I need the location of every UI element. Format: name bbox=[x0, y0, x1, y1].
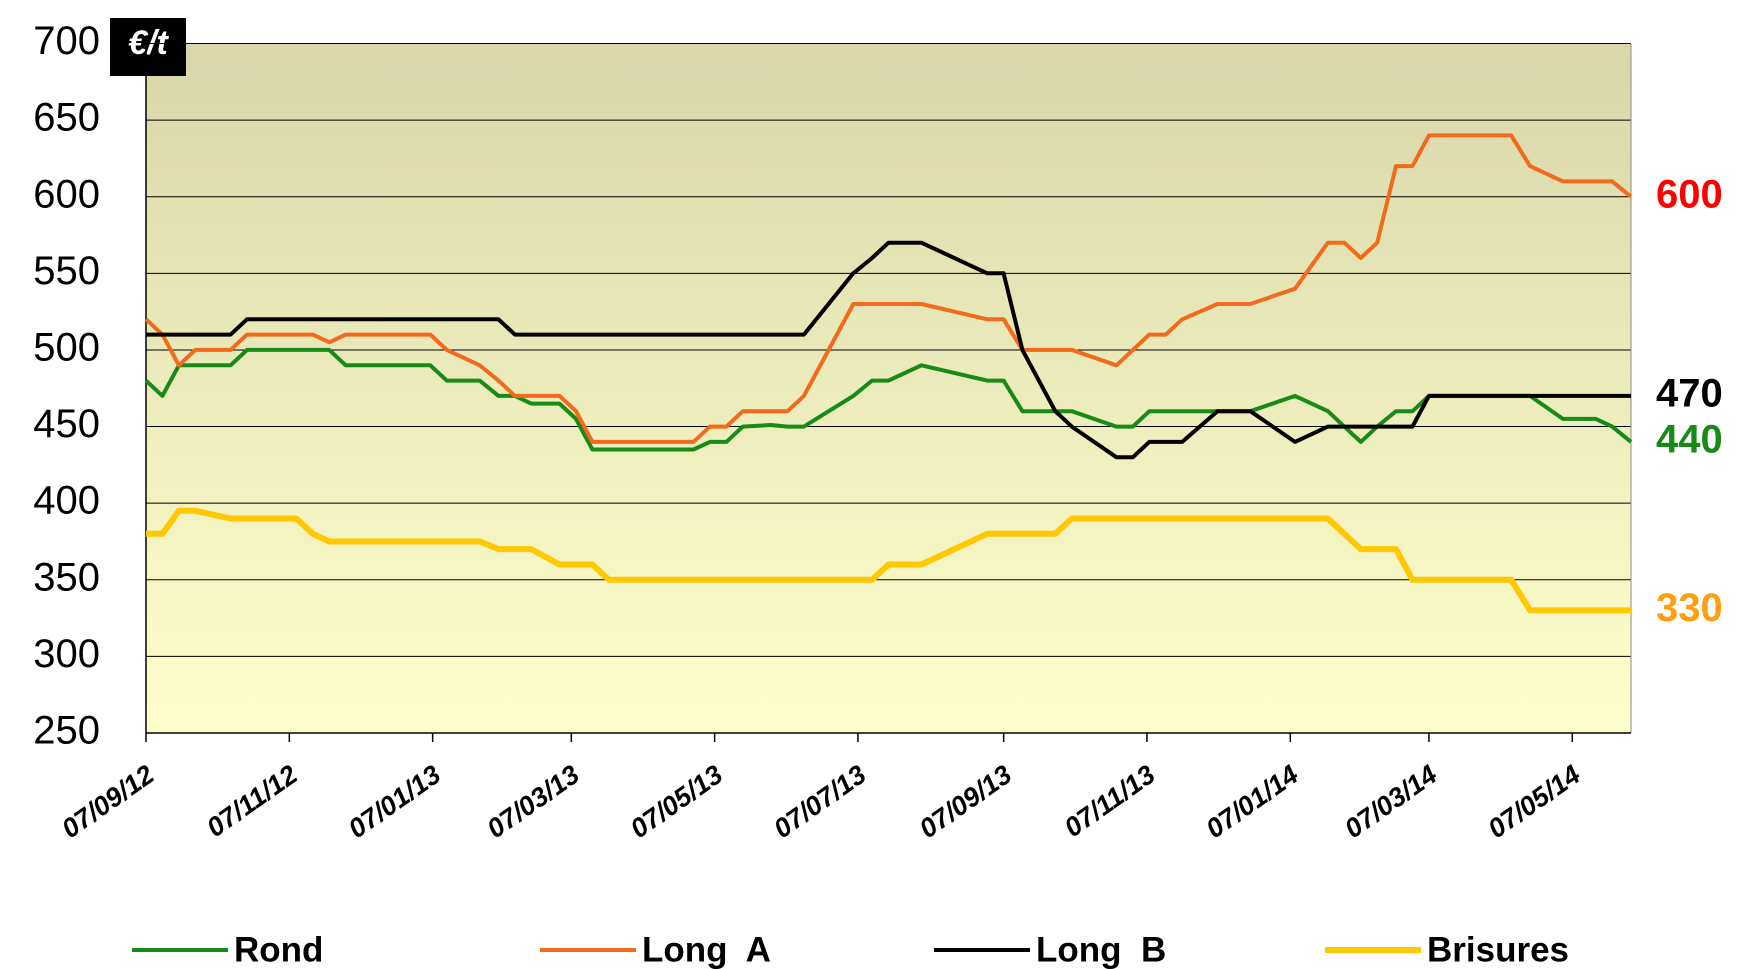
series-line bbox=[144, 347, 1633, 452]
y-tick-label: 500 bbox=[33, 326, 100, 370]
end-value-label: 470 bbox=[1656, 371, 1723, 415]
x-tick-label: 07/01/14 bbox=[1201, 759, 1304, 844]
x-tick-label: 07/11/13 bbox=[1059, 759, 1161, 843]
y-tick-label: 550 bbox=[33, 249, 100, 293]
unit-label: €/t bbox=[128, 24, 169, 62]
x-tick-label: 07/09/13 bbox=[914, 759, 1017, 844]
y-tick-label: 400 bbox=[33, 479, 100, 523]
end-value-label: 330 bbox=[1656, 586, 1723, 630]
x-tick-label: 07/03/13 bbox=[482, 759, 585, 844]
end-value-label: 600 bbox=[1656, 172, 1723, 216]
legend-label: Long B bbox=[1036, 930, 1166, 969]
x-tick-label: 07/11/12 bbox=[201, 759, 303, 843]
legend-label: Long A bbox=[642, 930, 771, 969]
legend-label: Brisures bbox=[1427, 930, 1569, 969]
y-tick-label: 300 bbox=[33, 632, 100, 676]
y-tick-label: 650 bbox=[33, 96, 100, 140]
x-tick-label: 07/03/14 bbox=[1339, 759, 1442, 844]
y-tick-label: 600 bbox=[33, 172, 100, 216]
plot-area bbox=[146, 43, 1631, 733]
y-tick-label: 700 bbox=[33, 19, 100, 63]
x-tick-label: 07/09/12 bbox=[56, 759, 159, 844]
series-line bbox=[146, 507, 1631, 614]
y-tick-label: 450 bbox=[33, 402, 100, 446]
y-tick-label: 350 bbox=[33, 555, 100, 599]
end-value-label: 440 bbox=[1656, 417, 1723, 461]
y-tick-label: 250 bbox=[33, 709, 100, 753]
x-tick-label: 07/05/14 bbox=[1482, 759, 1585, 844]
x-tick-label: 07/07/13 bbox=[768, 759, 871, 844]
series-line bbox=[144, 133, 1633, 444]
unit-box bbox=[110, 18, 186, 76]
legend-label: Rond bbox=[234, 930, 323, 969]
x-tick-label: 07/01/13 bbox=[343, 759, 446, 844]
x-tick-label: 07/05/13 bbox=[625, 759, 728, 844]
series-line bbox=[146, 240, 1631, 460]
